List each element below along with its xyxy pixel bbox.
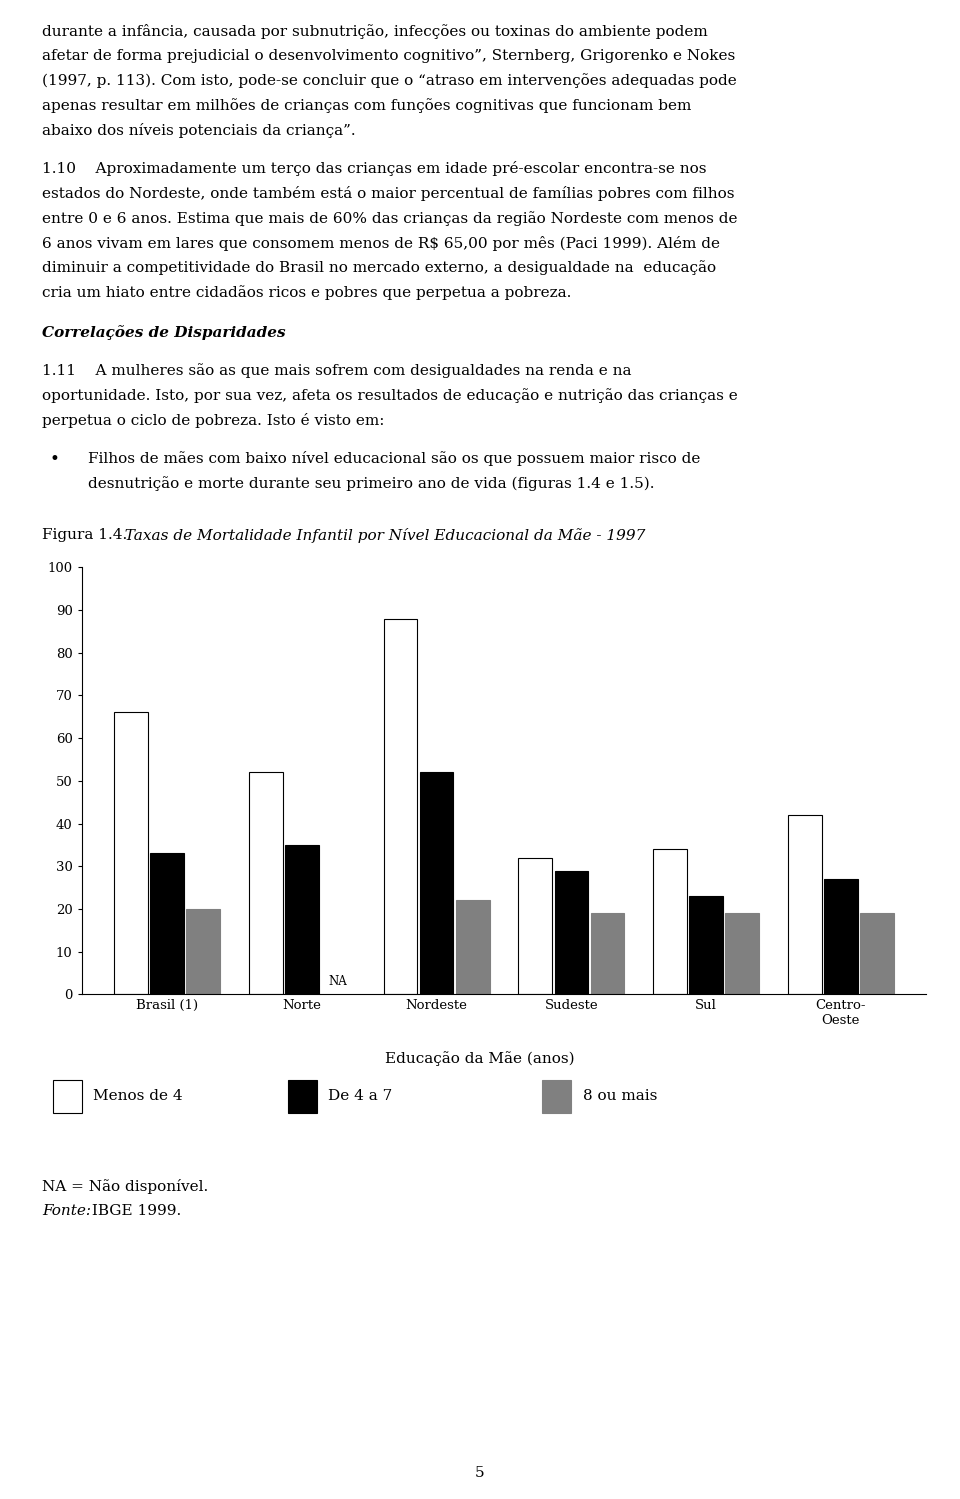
Bar (384, 619, 418, 994)
Bar (518, 857, 552, 994)
Text: durante a infância, causada por subnutrição, infecções ou toxinas do ambiente po: durante a infância, causada por subnutri… (42, 24, 708, 39)
Text: oportunidade. Isto, por sua vez, afeta os resultados de educação e nutrição das : oportunidade. Isto, por sua vez, afeta o… (42, 388, 738, 403)
Text: cria um hiato entre cidadãos ricos e pobres que perpetua a pobreza.: cria um hiato entre cidadãos ricos e pob… (42, 285, 571, 300)
Text: 6 anos vivam em lares que consomem menos de R$ 65,00 por mês (Paci 1999). Além d: 6 anos vivam em lares que consomem menos… (42, 235, 720, 250)
Bar (555, 871, 588, 994)
Text: De 4 a 7: De 4 a 7 (328, 1090, 393, 1103)
Text: 8 ou mais: 8 ou mais (583, 1090, 657, 1103)
Text: Figura 1.4.: Figura 1.4. (42, 528, 128, 541)
Bar (542, 1079, 571, 1112)
Bar (726, 913, 759, 994)
Bar (53, 1079, 82, 1112)
Bar (590, 913, 624, 994)
Text: diminuir a competitividade do Brasil no mercado externo, a desigualdade na  educ: diminuir a competitividade do Brasil no … (42, 261, 716, 276)
Bar (288, 1079, 317, 1112)
Text: Taxas de Mortalidade Infantil por Nível Educacional da Mãe - 1997: Taxas de Mortalidade Infantil por Nível … (115, 528, 645, 543)
Bar (114, 712, 148, 994)
Bar (456, 901, 490, 994)
Text: desnutrição e morte durante seu primeiro ano de vida (figuras 1.4 e 1.5).: desnutrição e morte durante seu primeiro… (88, 475, 655, 490)
Bar (824, 878, 858, 994)
Text: NA: NA (328, 974, 348, 988)
Text: Educação da Mãe (anos): Educação da Mãe (anos) (385, 1051, 575, 1066)
Text: 1.10    Aproximadamente um terço das crianças em idade pré-escolar encontra-se n: 1.10 Aproximadamente um terço das crianç… (42, 162, 707, 177)
Bar (249, 772, 282, 994)
Text: afetar de forma prejudicial o desenvolvimento cognitivo”, Sternberg, Grigorenko : afetar de forma prejudicial o desenvolvi… (42, 49, 735, 63)
Bar (150, 853, 184, 994)
Text: (1997, p. 113). Com isto, pode-se concluir que o “atraso em intervenções adequad: (1997, p. 113). Com isto, pode-se conclu… (42, 73, 737, 88)
Text: estados do Nordeste, onde também está o maior percentual de famílias pobres com : estados do Nordeste, onde também está o … (42, 186, 734, 201)
Bar (420, 772, 453, 994)
Text: Filhos de mães com baixo nível educacional são os que possuem maior risco de: Filhos de mães com baixo nível educacion… (88, 451, 701, 466)
Text: NA = Não disponível.: NA = Não disponível. (42, 1178, 208, 1193)
Text: abaixo dos níveis potenciais da criança”.: abaixo dos níveis potenciais da criança”… (42, 123, 356, 138)
Text: perpetua o ciclo de pobreza. Isto é visto em:: perpetua o ciclo de pobreza. Isto é vist… (42, 412, 385, 427)
Text: IBGE 1999.: IBGE 1999. (87, 1204, 181, 1217)
Text: 1.11    A mulheres são as que mais sofrem com desigualdades na renda e na: 1.11 A mulheres são as que mais sofrem c… (42, 363, 632, 378)
Bar (788, 815, 822, 994)
Text: 5: 5 (475, 1466, 485, 1480)
Text: •: • (50, 451, 60, 468)
Text: Fonte:: Fonte: (42, 1204, 91, 1217)
Bar (285, 845, 319, 994)
Bar (186, 908, 220, 994)
Text: Menos de 4: Menos de 4 (93, 1090, 182, 1103)
Text: apenas resultar em milhões de crianças com funções cognitivas que funcionam bem: apenas resultar em milhões de crianças c… (42, 99, 691, 112)
Text: entre 0 e 6 anos. Estima que mais de 60% das crianças da região Nordeste com men: entre 0 e 6 anos. Estima que mais de 60%… (42, 211, 737, 226)
Bar (689, 896, 723, 994)
Bar (860, 913, 894, 994)
Text: Correlações de Disparidades: Correlações de Disparidades (42, 325, 286, 340)
Bar (653, 850, 686, 994)
